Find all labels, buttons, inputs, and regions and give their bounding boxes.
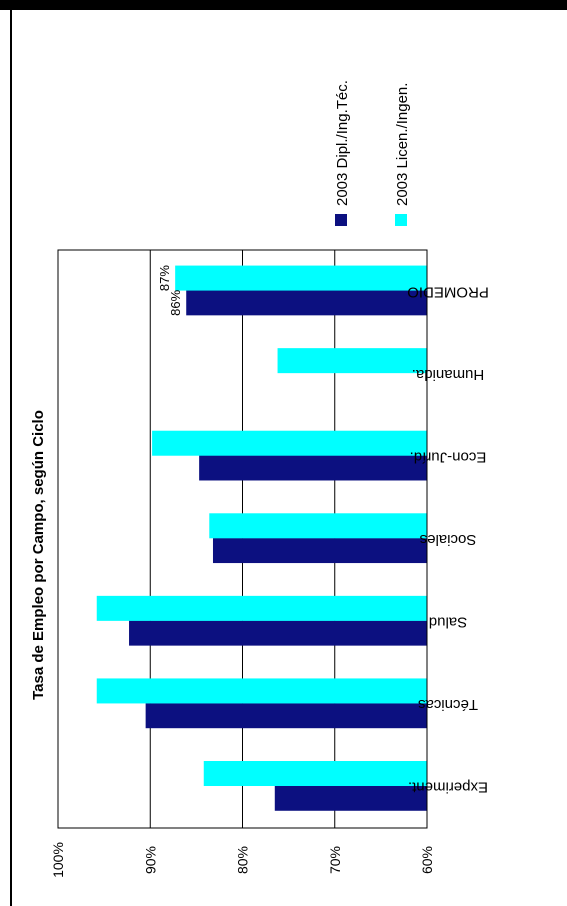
category-label: Sociales: [420, 531, 477, 548]
category-label: Econ-Juríd.: [410, 448, 487, 465]
bar-licen: [152, 430, 427, 456]
bar-licen: [96, 595, 428, 621]
tick-label: 80%: [235, 846, 251, 874]
chart-title: Tasa de Empleo por Campo, según Ciclo: [30, 410, 47, 700]
bar-dipl: [274, 785, 427, 811]
category-label: Experiment.: [408, 779, 488, 796]
legend-label: 2003 Licen./Ingen.: [394, 83, 411, 206]
tick-label: 70%: [327, 846, 343, 874]
legend-label: 2003 Dipl./Ing.Téc.: [334, 80, 351, 206]
axis-tick-labels: 60% 70% 80% 90% 100%: [50, 842, 435, 878]
top-border: [0, 0, 567, 10]
plot-frame: [57, 249, 428, 829]
bar-licen: [96, 678, 428, 704]
bar-licen: [175, 265, 427, 291]
category-label: Técnicas: [418, 696, 478, 713]
bars: [96, 265, 428, 811]
left-border: [10, 10, 12, 906]
bar-dipl: [212, 538, 427, 564]
bar-licen: [209, 513, 427, 539]
data-label: 87%: [157, 265, 172, 291]
bar-dipl: [145, 703, 427, 729]
data-labels: 86%87%: [157, 265, 183, 316]
bar-dipl: [186, 290, 427, 316]
legend-swatch: [335, 214, 347, 226]
bar-dipl: [199, 455, 427, 481]
category-label: PROMEDIO: [407, 283, 489, 300]
category-labels: Experiment. Técnicas Salud Sociales Econ-Jur…: [407, 283, 489, 795]
bar-dipl: [129, 620, 427, 646]
tick-label: 100%: [50, 842, 66, 878]
tick-label: 90%: [142, 846, 158, 874]
category-label: Salud: [429, 614, 467, 631]
bar-licen: [277, 348, 427, 374]
category-label: Humanida.: [412, 366, 485, 383]
legend-swatch: [395, 214, 407, 226]
data-label: 86%: [168, 289, 183, 315]
legend: 2003 Dipl./Ing.Téc. 2003 Licen./Ingen.: [334, 80, 411, 226]
bar-licen: [203, 761, 427, 787]
tick-label: 60%: [419, 846, 435, 874]
